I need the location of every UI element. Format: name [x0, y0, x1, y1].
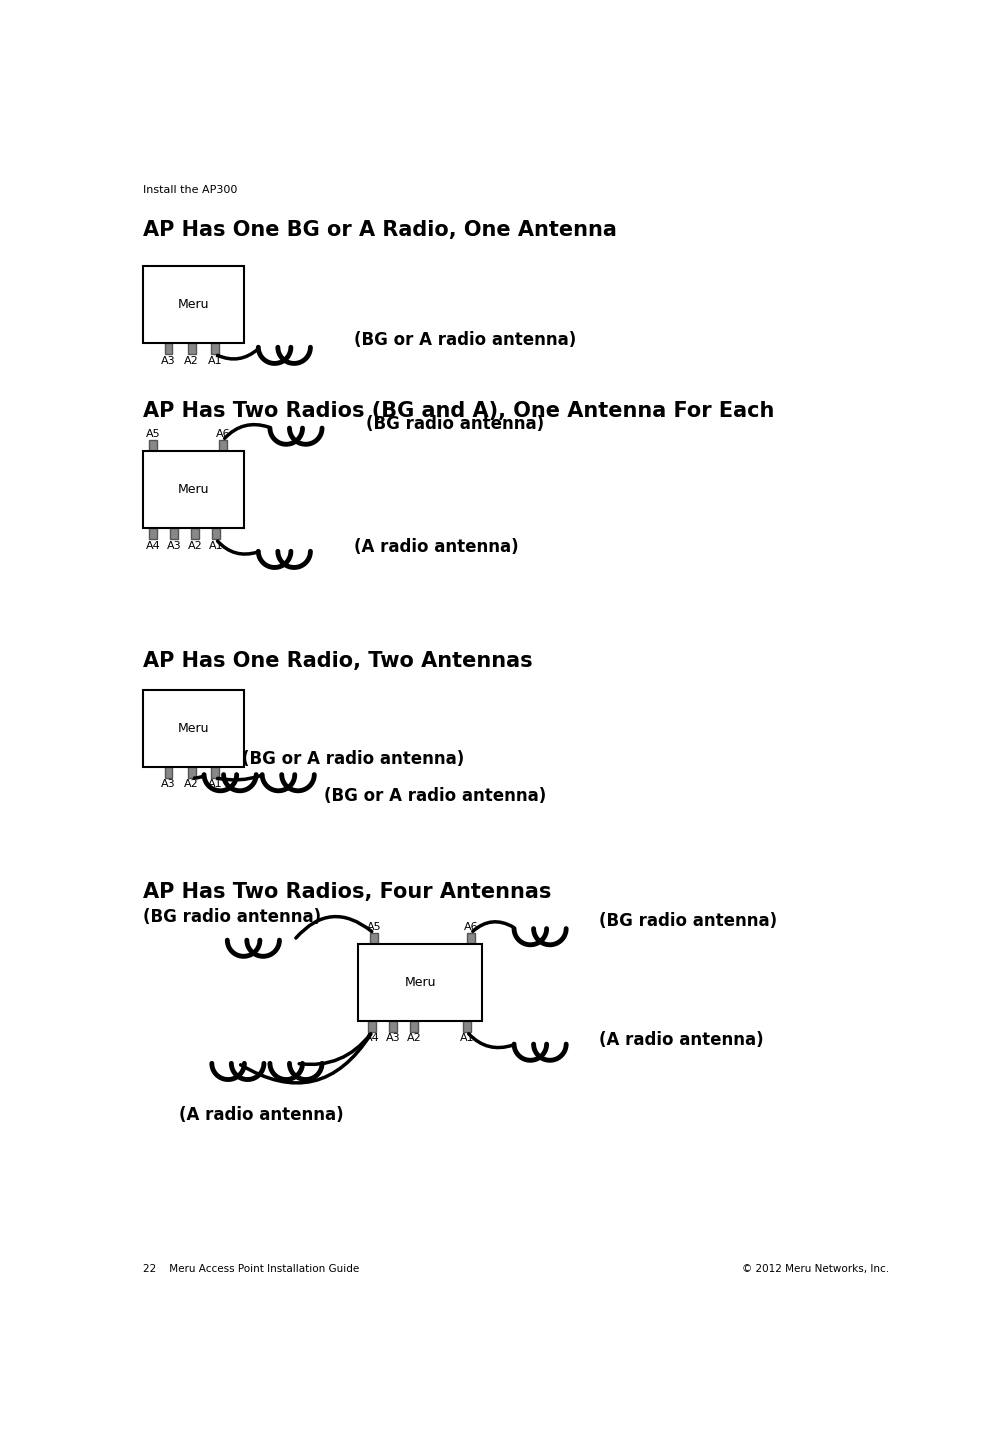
Text: (BG or A radio antenna): (BG or A radio antenna) — [354, 331, 577, 348]
Text: (BG or A radio antenna): (BG or A radio antenna) — [323, 787, 546, 805]
Bar — [211, 344, 219, 354]
Text: A3: A3 — [161, 779, 176, 789]
Bar — [211, 528, 220, 539]
Text: A5: A5 — [367, 922, 382, 932]
Bar — [463, 1021, 470, 1032]
Text: A3: A3 — [386, 1034, 401, 1044]
Text: A2: A2 — [184, 355, 199, 365]
Bar — [191, 528, 198, 539]
Text: (A radio antenna): (A radio antenna) — [598, 1031, 763, 1050]
Bar — [164, 344, 172, 354]
Bar — [219, 441, 227, 451]
Bar — [149, 441, 157, 451]
Bar — [149, 528, 157, 539]
Bar — [188, 344, 195, 354]
Bar — [188, 767, 195, 777]
Text: A3: A3 — [166, 541, 181, 551]
Text: Meru: Meru — [177, 483, 209, 496]
Bar — [170, 528, 178, 539]
Text: (BG or A radio antenna): (BG or A radio antenna) — [242, 750, 464, 768]
Bar — [143, 451, 244, 528]
Bar — [467, 934, 474, 944]
Text: A6: A6 — [215, 429, 230, 439]
Text: A2: A2 — [184, 779, 199, 789]
Bar — [410, 1021, 418, 1032]
Text: A1: A1 — [207, 355, 223, 365]
Text: A1: A1 — [207, 779, 223, 789]
Bar — [211, 767, 219, 777]
Text: A4: A4 — [365, 1034, 380, 1044]
Text: A2: A2 — [407, 1034, 422, 1044]
Text: AP Has Two Radios, Four Antennas: AP Has Two Radios, Four Antennas — [143, 883, 551, 902]
Text: (A radio antenna): (A radio antenna) — [354, 538, 520, 557]
Text: AP Has Two Radios (BG and A), One Antenna For Each: AP Has Two Radios (BG and A), One Antenn… — [143, 402, 774, 420]
Text: (BG radio antenna): (BG radio antenna) — [367, 415, 544, 434]
Text: Meru: Meru — [177, 299, 209, 312]
Text: A5: A5 — [146, 429, 160, 439]
Text: (A radio antenna): (A radio antenna) — [179, 1106, 343, 1124]
Text: AP Has One Radio, Two Antennas: AP Has One Radio, Two Antennas — [143, 651, 533, 671]
Text: A2: A2 — [187, 541, 202, 551]
Text: Install the AP300: Install the AP300 — [143, 184, 238, 194]
Bar — [369, 1021, 377, 1032]
Text: 22    Meru Access Point Installation Guide: 22 Meru Access Point Installation Guide — [143, 1263, 359, 1273]
Text: Meru: Meru — [405, 976, 436, 989]
Bar — [390, 1021, 397, 1032]
Bar — [143, 690, 244, 767]
Bar — [358, 944, 482, 1021]
Text: AP Has One BG or A Radio, One Antenna: AP Has One BG or A Radio, One Antenna — [143, 220, 617, 241]
Text: A4: A4 — [146, 541, 160, 551]
Text: (BG radio antenna): (BG radio antenna) — [598, 912, 776, 929]
Text: Meru: Meru — [177, 722, 209, 735]
Text: © 2012 Meru Networks, Inc.: © 2012 Meru Networks, Inc. — [742, 1263, 889, 1273]
Bar — [143, 267, 244, 344]
Text: A3: A3 — [161, 355, 176, 365]
Bar — [164, 767, 172, 777]
Text: A1: A1 — [459, 1034, 474, 1044]
Text: A1: A1 — [208, 541, 224, 551]
Bar — [370, 934, 378, 944]
Text: A6: A6 — [463, 922, 478, 932]
Text: (BG radio antenna): (BG radio antenna) — [143, 908, 321, 927]
